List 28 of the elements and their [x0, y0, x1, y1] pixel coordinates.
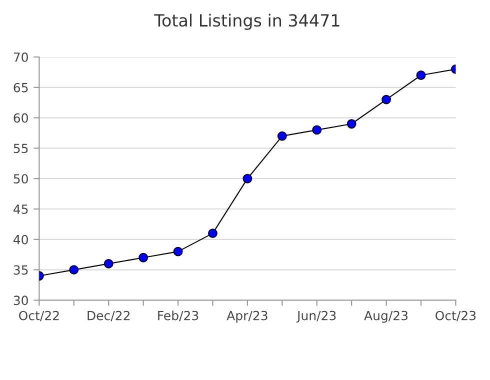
y-tick-label: 55	[14, 144, 28, 154]
point	[346, 119, 356, 129]
point	[208, 228, 218, 238]
point	[277, 131, 287, 141]
x-tick-label: Feb/23	[158, 310, 198, 322]
x-tick-label: Aug/23	[364, 310, 408, 323]
y-tick-label: 50	[14, 174, 28, 184]
point	[104, 259, 114, 268]
y-tick-label: 30	[14, 296, 28, 306]
y-tick-label: 35	[14, 265, 28, 275]
y-tick-label: 60	[14, 113, 28, 123]
point	[173, 246, 183, 256]
x-tick-label: Dec/22	[88, 310, 130, 322]
x-tick-label: Jun/23	[296, 310, 336, 323]
x-tick-label: Oct/23	[436, 310, 476, 322]
y-tick-label: 65	[14, 82, 28, 92]
point	[312, 125, 322, 135]
point	[138, 252, 148, 262]
y-tick-label: 70	[14, 52, 28, 62]
point	[416, 70, 426, 80]
y-tick-label: 45	[13, 204, 28, 214]
x-tick-label: Oct/22	[19, 310, 59, 322]
y-tick-label: 40	[13, 234, 28, 244]
point	[242, 174, 252, 184]
chart-title: Total Listings in 34471	[154, 14, 340, 30]
point	[382, 94, 392, 104]
point	[69, 265, 79, 275]
x-tick-label: Apr/23	[226, 310, 268, 323]
